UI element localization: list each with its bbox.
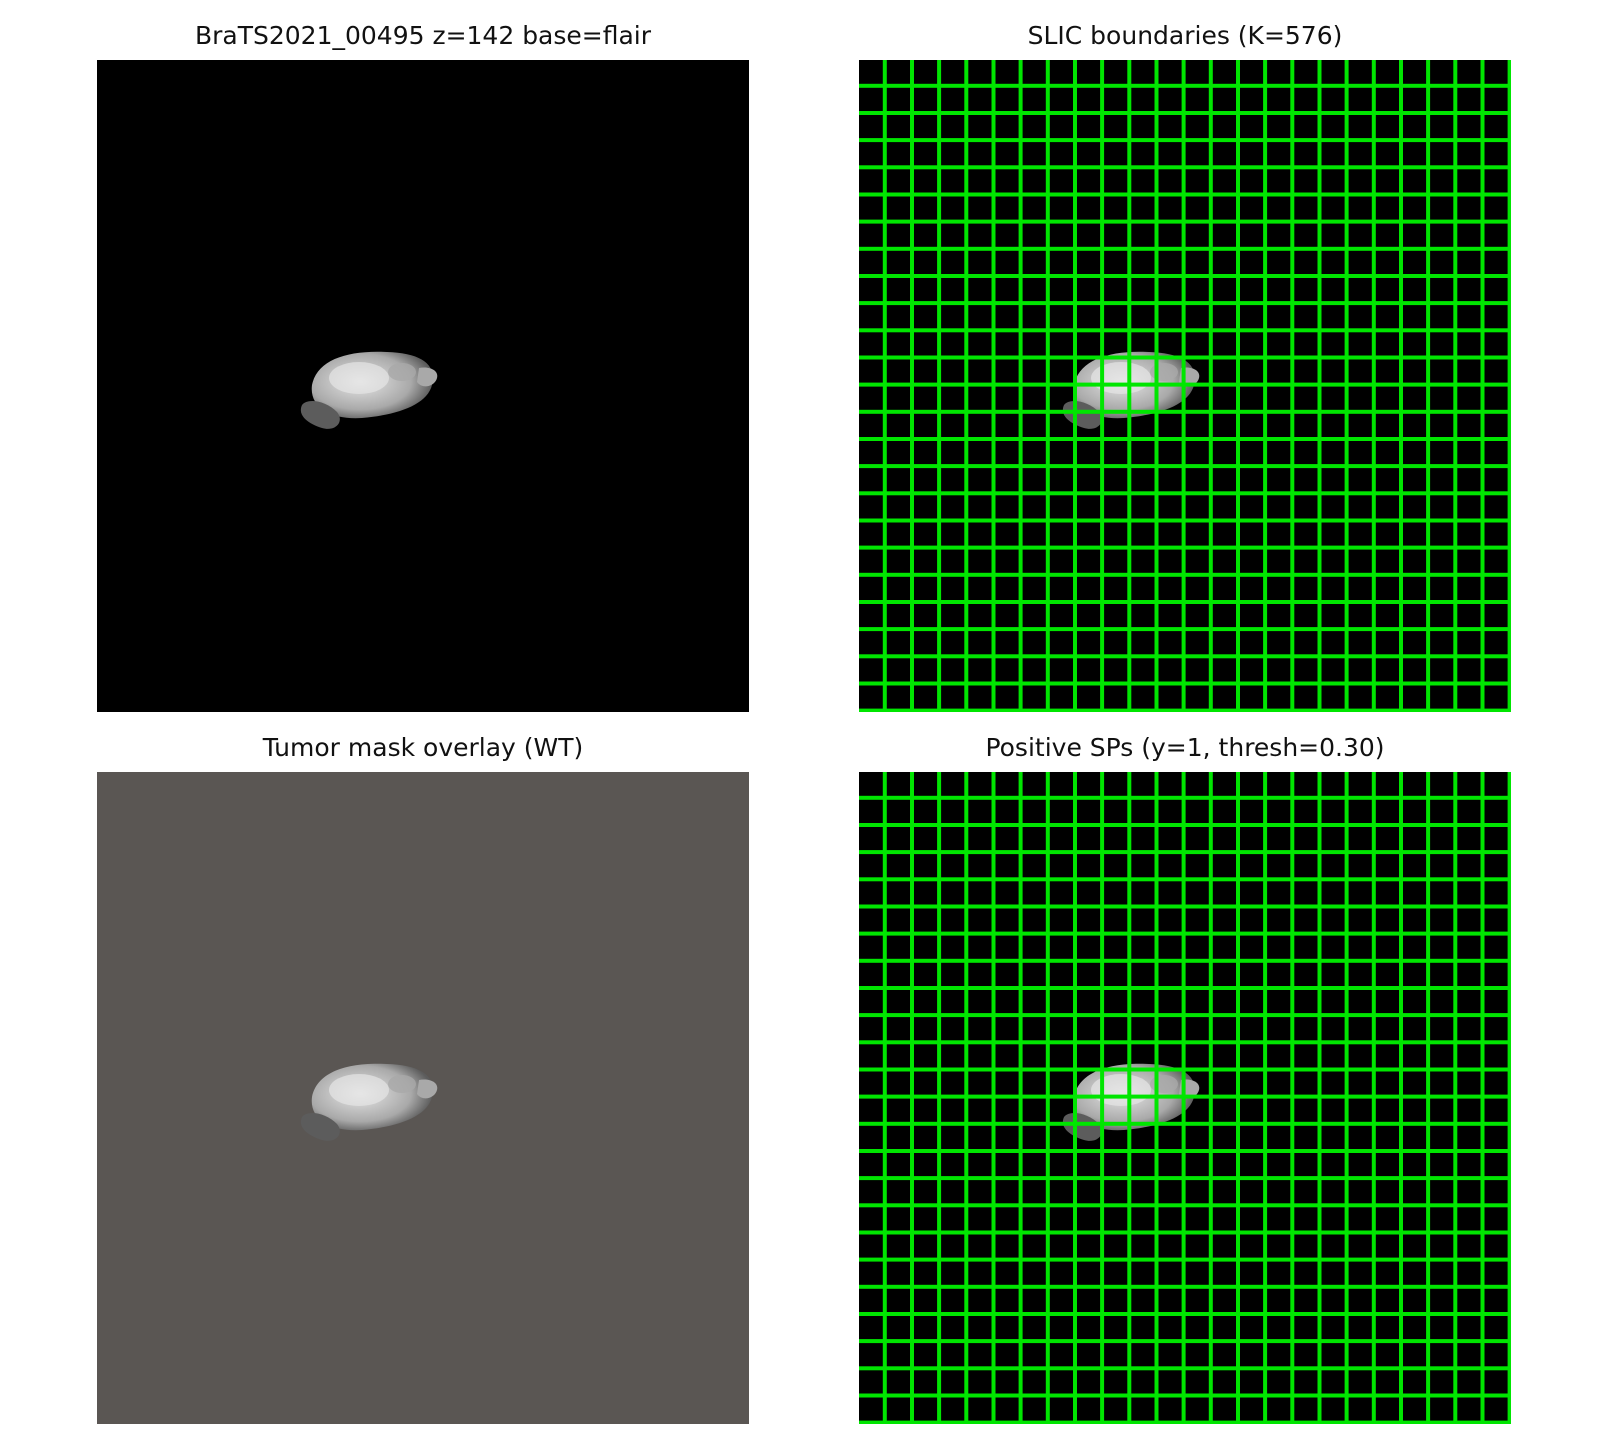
- boundary-line-vertical: [1426, 772, 1431, 1424]
- slic-boundaries-image: [859, 60, 1511, 712]
- tissue-fringe: [417, 367, 438, 387]
- boundary-line-horizontal: [859, 1393, 1511, 1398]
- boundary-line-vertical: [1371, 772, 1376, 1424]
- boundary-line-horizontal: [859, 1094, 1511, 1099]
- boundary-line-horizontal: [859, 681, 1511, 686]
- tumor-mask-overlay-panel: [97, 772, 749, 1424]
- positive-superpixels-panel: [859, 772, 1511, 1424]
- panel-title-slic: SLIC boundaries (K=576): [1027, 21, 1343, 50]
- boundary-line-horizontal: [859, 708, 1511, 712]
- boundary-line-horizontal: [859, 572, 1511, 577]
- boundary-line-horizontal: [859, 437, 1511, 441]
- boundary-line-horizontal: [859, 382, 1511, 387]
- boundary-line-horizontal: [859, 1257, 1511, 1262]
- boundary-line-horizontal: [859, 545, 1511, 550]
- boundary-line-horizontal: [859, 1176, 1511, 1181]
- boundary-line-horizontal: [859, 1339, 1511, 1344]
- boundary-line-vertical: [1344, 60, 1349, 712]
- panel-title-positive-sps: Positive SPs (y=1, thresh=0.30): [985, 733, 1385, 762]
- boundary-line-vertical: [1317, 60, 1322, 712]
- boundary-line-horizontal: [859, 464, 1511, 469]
- boundary-line-vertical: [1290, 772, 1295, 1424]
- boundary-line-horizontal: [859, 1420, 1511, 1424]
- boundary-line-vertical: [1263, 60, 1268, 712]
- tissue-highlight: [1150, 363, 1178, 381]
- boundary-line-vertical: [1453, 772, 1458, 1424]
- tissue-highlight: [388, 1075, 416, 1093]
- superpixel-boundary-grid: [859, 772, 1511, 1424]
- boundary-line-vertical: [1507, 772, 1511, 1424]
- tissue-highlight: [329, 362, 389, 394]
- brain-tissue: [300, 351, 438, 429]
- boundary-line-vertical: [1290, 60, 1295, 712]
- boundary-line-vertical: [1208, 60, 1213, 712]
- boundary-line-vertical: [1344, 772, 1349, 1424]
- flair-slice-panel: [97, 60, 749, 712]
- tissue-lower-lobe: [1062, 1112, 1102, 1141]
- boundary-line-horizontal: [859, 409, 1511, 414]
- boundary-line-horizontal: [859, 1284, 1511, 1289]
- boundary-line-vertical: [1507, 60, 1511, 712]
- boundary-line-vertical: [1399, 772, 1403, 1424]
- superpixel-boundary-grid: [859, 60, 1511, 712]
- boundary-line-horizontal: [859, 1203, 1511, 1208]
- boundary-line-horizontal: [859, 1230, 1511, 1235]
- flair-slice-image: [97, 60, 749, 712]
- boundary-line-vertical: [1371, 60, 1376, 712]
- boundary-line-horizontal: [859, 1366, 1511, 1371]
- tissue-lower-lobe: [300, 400, 340, 429]
- tissue-highlight: [1091, 362, 1151, 394]
- boundary-line-horizontal: [859, 1121, 1511, 1126]
- panel-title-mask-overlay: Tumor mask overlay (WT): [262, 733, 584, 762]
- boundary-line-horizontal: [859, 491, 1511, 496]
- boundary-line-vertical: [1236, 60, 1240, 712]
- tissue-highlight: [1091, 1074, 1151, 1106]
- tissue-lower-lobe: [1062, 400, 1102, 429]
- boundary-line-vertical: [1426, 60, 1431, 712]
- slic-boundaries-panel: [859, 60, 1511, 712]
- boundary-line-vertical: [1263, 772, 1268, 1424]
- boundary-line-vertical: [1453, 60, 1458, 712]
- boundary-line-horizontal: [859, 518, 1511, 523]
- boundary-line-horizontal: [859, 600, 1511, 604]
- boundary-line-vertical: [1236, 772, 1240, 1424]
- tissue-highlight: [329, 1074, 389, 1106]
- tissue-highlight: [1150, 1075, 1178, 1093]
- tissue-lower-lobe: [300, 1112, 340, 1141]
- tissue-fringe: [417, 1079, 438, 1099]
- panel-title-base: BraTS2021_00495 z=142 base=flair: [194, 21, 652, 50]
- tumor-mask-overlay-image: [97, 772, 749, 1424]
- boundary-line-horizontal: [859, 654, 1511, 659]
- positive-superpixels-image: [859, 772, 1511, 1424]
- brain-tissue: [300, 1063, 438, 1141]
- boundary-line-horizontal: [859, 1312, 1511, 1316]
- boundary-line-vertical: [1317, 772, 1322, 1424]
- tissue-highlight: [388, 363, 416, 381]
- boundary-line-vertical: [1399, 60, 1403, 712]
- boundary-line-vertical: [1208, 772, 1213, 1424]
- boundary-line-horizontal: [859, 627, 1511, 632]
- boundary-line-vertical: [1480, 772, 1485, 1424]
- boundary-line-vertical: [1480, 60, 1485, 712]
- boundary-line-horizontal: [859, 1149, 1511, 1153]
